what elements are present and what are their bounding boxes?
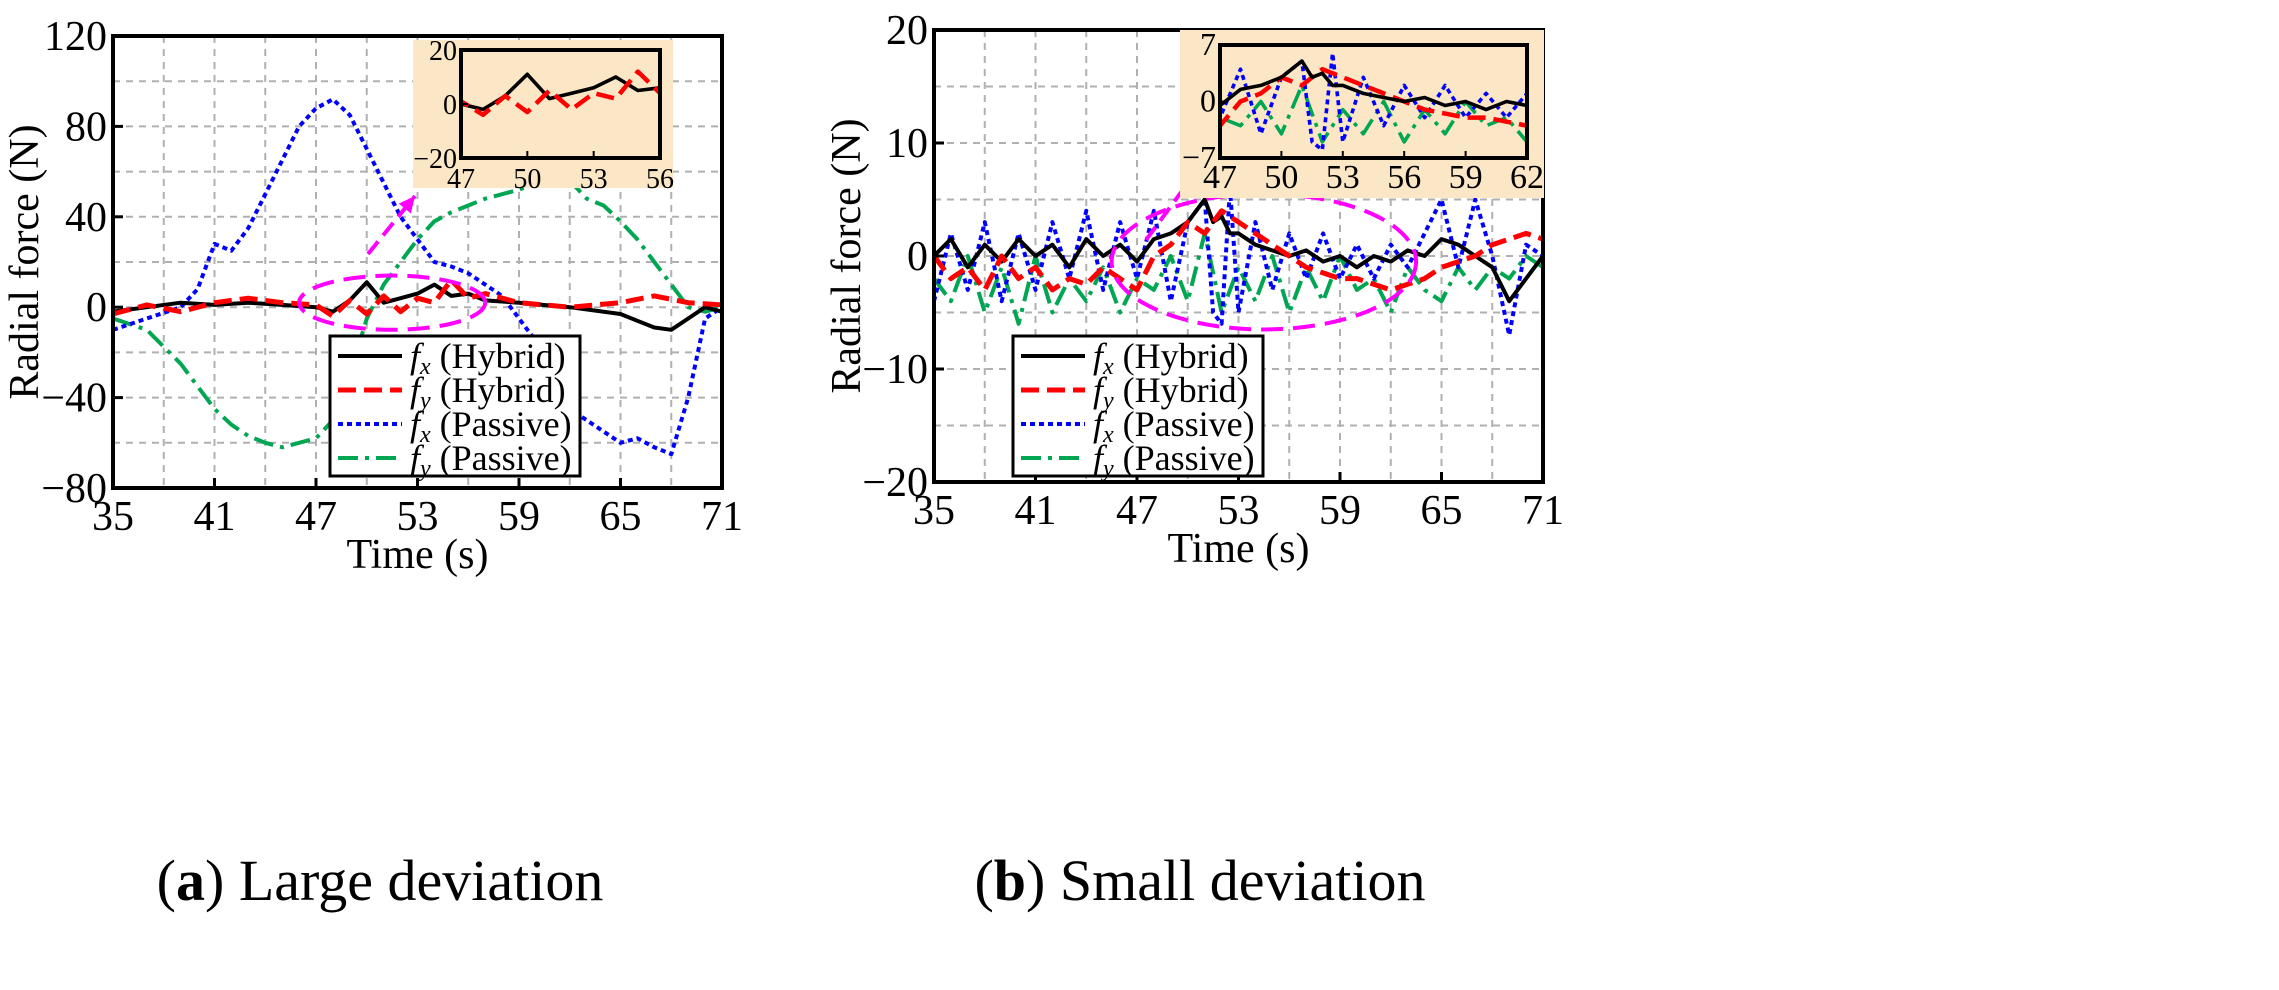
x-tick-label: 53 [1218,488,1260,534]
inset-x-tick-label: 53 [580,164,608,195]
inset-x-tick-label: 50 [1264,159,1298,196]
inset-y-tick-label: 0 [443,90,457,121]
y-tick-label: 120 [44,14,107,60]
x-tick-label: 71 [701,494,743,540]
x-tick-label: 41 [1015,488,1057,534]
x-tick-label: 65 [1421,488,1463,534]
y-tick-label: 0 [86,285,107,331]
x-tick-label: 53 [397,494,439,540]
x-axis-label: Time (s) [1168,526,1310,572]
inset-y-tick-label: 20 [429,36,457,67]
zoom-arrow-line [1144,170,1198,242]
series-line-1 [1220,59,1527,112]
panel-a: 35 41 47 53 59 65 71 −80 −40 0 40 80 120 Time (s) Radi… [2,14,743,913]
series-line-2 [113,277,722,319]
legend-entry-4: fy (Passive) [410,438,572,482]
panel-b: 35 41 47 53 59 65 71 −20 −10 0 10 20 Time (s) Radial … [824,8,1564,913]
series-line-2 [934,208,1543,293]
y-tick-label: 0 [907,234,928,280]
legend-entry-4: fy (Passive) [1093,438,1255,482]
y-tick-label: −40 [41,376,107,422]
x-tick-label: 59 [1319,488,1361,534]
series-line-4 [113,174,722,450]
zoom-arrow-head [398,196,415,214]
legend-box [328,334,582,478]
inset-x-tick-label: 47 [447,164,475,195]
x-tick-label: 71 [1522,488,1564,534]
series-line-1 [461,72,660,112]
legend-entry-1: fx (Hybrid) [410,336,566,380]
inset-y-tick-label: −7 [1182,139,1216,175]
legend-entry-3: fx (Passive) [410,404,572,448]
series-line-3 [113,97,722,457]
inset-x-tick-label: 47 [1203,159,1237,196]
series-line-4 [1220,83,1527,144]
inset-x-tick-label: 50 [513,164,541,195]
panel-caption: (b) Small deviation [974,848,1425,913]
legend-entry-2: fy (Hybrid) [1093,370,1249,414]
series-line-1 [113,280,722,332]
y-tick-label: 40 [65,195,107,241]
panel-caption: (a) Large deviation [157,848,604,913]
inset-x-tick-label: 59 [1449,159,1483,196]
series-line-1 [934,197,1543,304]
zoom-highlight-ellipse [297,273,488,332]
legend-entry-1: fx (Hybrid) [1093,336,1249,380]
legend-entry-2: fy (Hybrid) [410,370,566,414]
x-tick-label: 35 [913,488,955,534]
legend-box [1011,334,1265,478]
y-tick-label: −10 [862,347,928,393]
y-axis-label: Radial force (N) [824,118,870,393]
inset-x-tick-label: 53 [1326,159,1360,196]
y-tick-label: −20 [862,460,928,506]
y-tick-label: 20 [886,8,928,54]
x-tick-label: 41 [194,494,236,540]
x-tick-label: 47 [295,494,337,540]
inset-x-tick-label: 62 [1510,159,1544,196]
inset-y-tick-label: −20 [413,144,457,175]
inset-x-tick-label: 56 [1387,159,1421,196]
x-tick-label: 47 [1116,488,1158,534]
y-tick-label: −80 [41,466,107,512]
x-tick-label: 65 [600,494,642,540]
x-tick-label: 59 [498,494,540,540]
x-tick-label: 35 [92,494,134,540]
inset-y-tick-label: 0 [1200,83,1216,119]
x-axis-label: Time (s) [347,532,489,578]
y-axis-label: Radial force (N) [2,124,48,399]
y-tick-label: 10 [886,121,928,167]
inset-x-tick-label: 56 [646,164,674,195]
zoom-highlight-ellipse [1109,191,1419,332]
inset-y-tick-label: 7 [1200,26,1216,62]
y-tick-label: 80 [65,104,107,150]
